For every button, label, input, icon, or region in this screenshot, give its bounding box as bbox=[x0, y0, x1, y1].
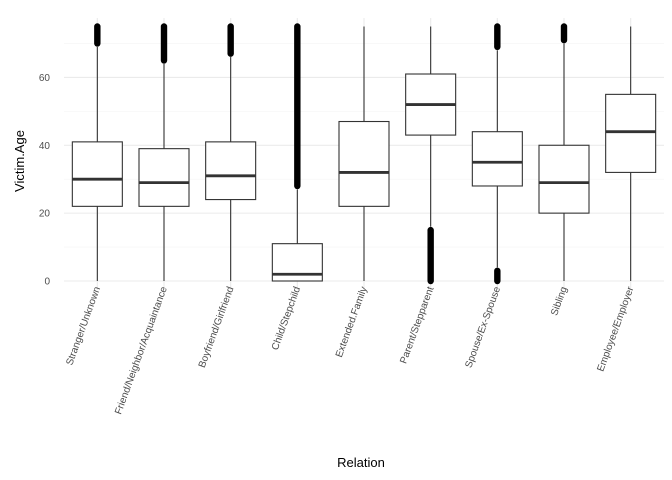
x-tick-label: Stranger/Unknown bbox=[64, 285, 103, 367]
box bbox=[471, 131, 523, 187]
box bbox=[338, 120, 390, 207]
box-group bbox=[338, 26, 390, 281]
box bbox=[138, 148, 190, 207]
x-tick-label: Employee/Employer bbox=[596, 285, 637, 373]
box-group bbox=[605, 26, 657, 281]
outliers-low bbox=[427, 226, 434, 285]
box bbox=[538, 144, 590, 214]
outliers-high bbox=[294, 23, 301, 190]
x-tick-label: Sibling bbox=[549, 285, 570, 317]
x-tick-label: Spouse/Ex-Spouse bbox=[464, 285, 504, 370]
outliers-high bbox=[227, 23, 234, 57]
x-tick-label: Boyfriend/Girlfriend bbox=[197, 285, 237, 369]
y-tick-label: 20 bbox=[39, 209, 51, 220]
x-tick-label: Extended.Family bbox=[334, 285, 370, 359]
x-tick-label: Parent/Stepparent bbox=[398, 285, 436, 365]
x-axis-ticks: Stranger/Unknown Friend/Neighbor/Acquaint… bbox=[64, 285, 636, 416]
box-group bbox=[271, 23, 323, 282]
x-tick-label: Friend/Neighbor/Acquaintance bbox=[113, 285, 170, 416]
box-group bbox=[71, 23, 123, 281]
outliers-high bbox=[94, 23, 101, 47]
y-tick-label: 0 bbox=[44, 277, 50, 288]
box-group bbox=[538, 23, 590, 281]
y-tick-label: 40 bbox=[39, 141, 51, 152]
box-group bbox=[205, 23, 257, 281]
x-axis-title: Relation bbox=[337, 455, 385, 470]
box-group bbox=[471, 23, 523, 285]
outliers-high bbox=[160, 23, 168, 64]
box-group bbox=[138, 23, 190, 281]
box bbox=[205, 141, 257, 201]
x-tick-label: Child/Stepchild bbox=[270, 285, 303, 351]
boxes-layer bbox=[71, 23, 657, 285]
y-axis-ticks: 0 20 40 60 bbox=[39, 73, 51, 288]
outliers-low bbox=[494, 267, 501, 285]
box-group bbox=[405, 26, 457, 285]
box bbox=[71, 141, 123, 207]
box bbox=[605, 93, 657, 173]
outliers-high bbox=[560, 23, 568, 44]
outliers-high bbox=[494, 23, 501, 51]
y-axis-title: Victim.Age bbox=[12, 130, 27, 192]
y-tick-label: 60 bbox=[39, 73, 51, 84]
